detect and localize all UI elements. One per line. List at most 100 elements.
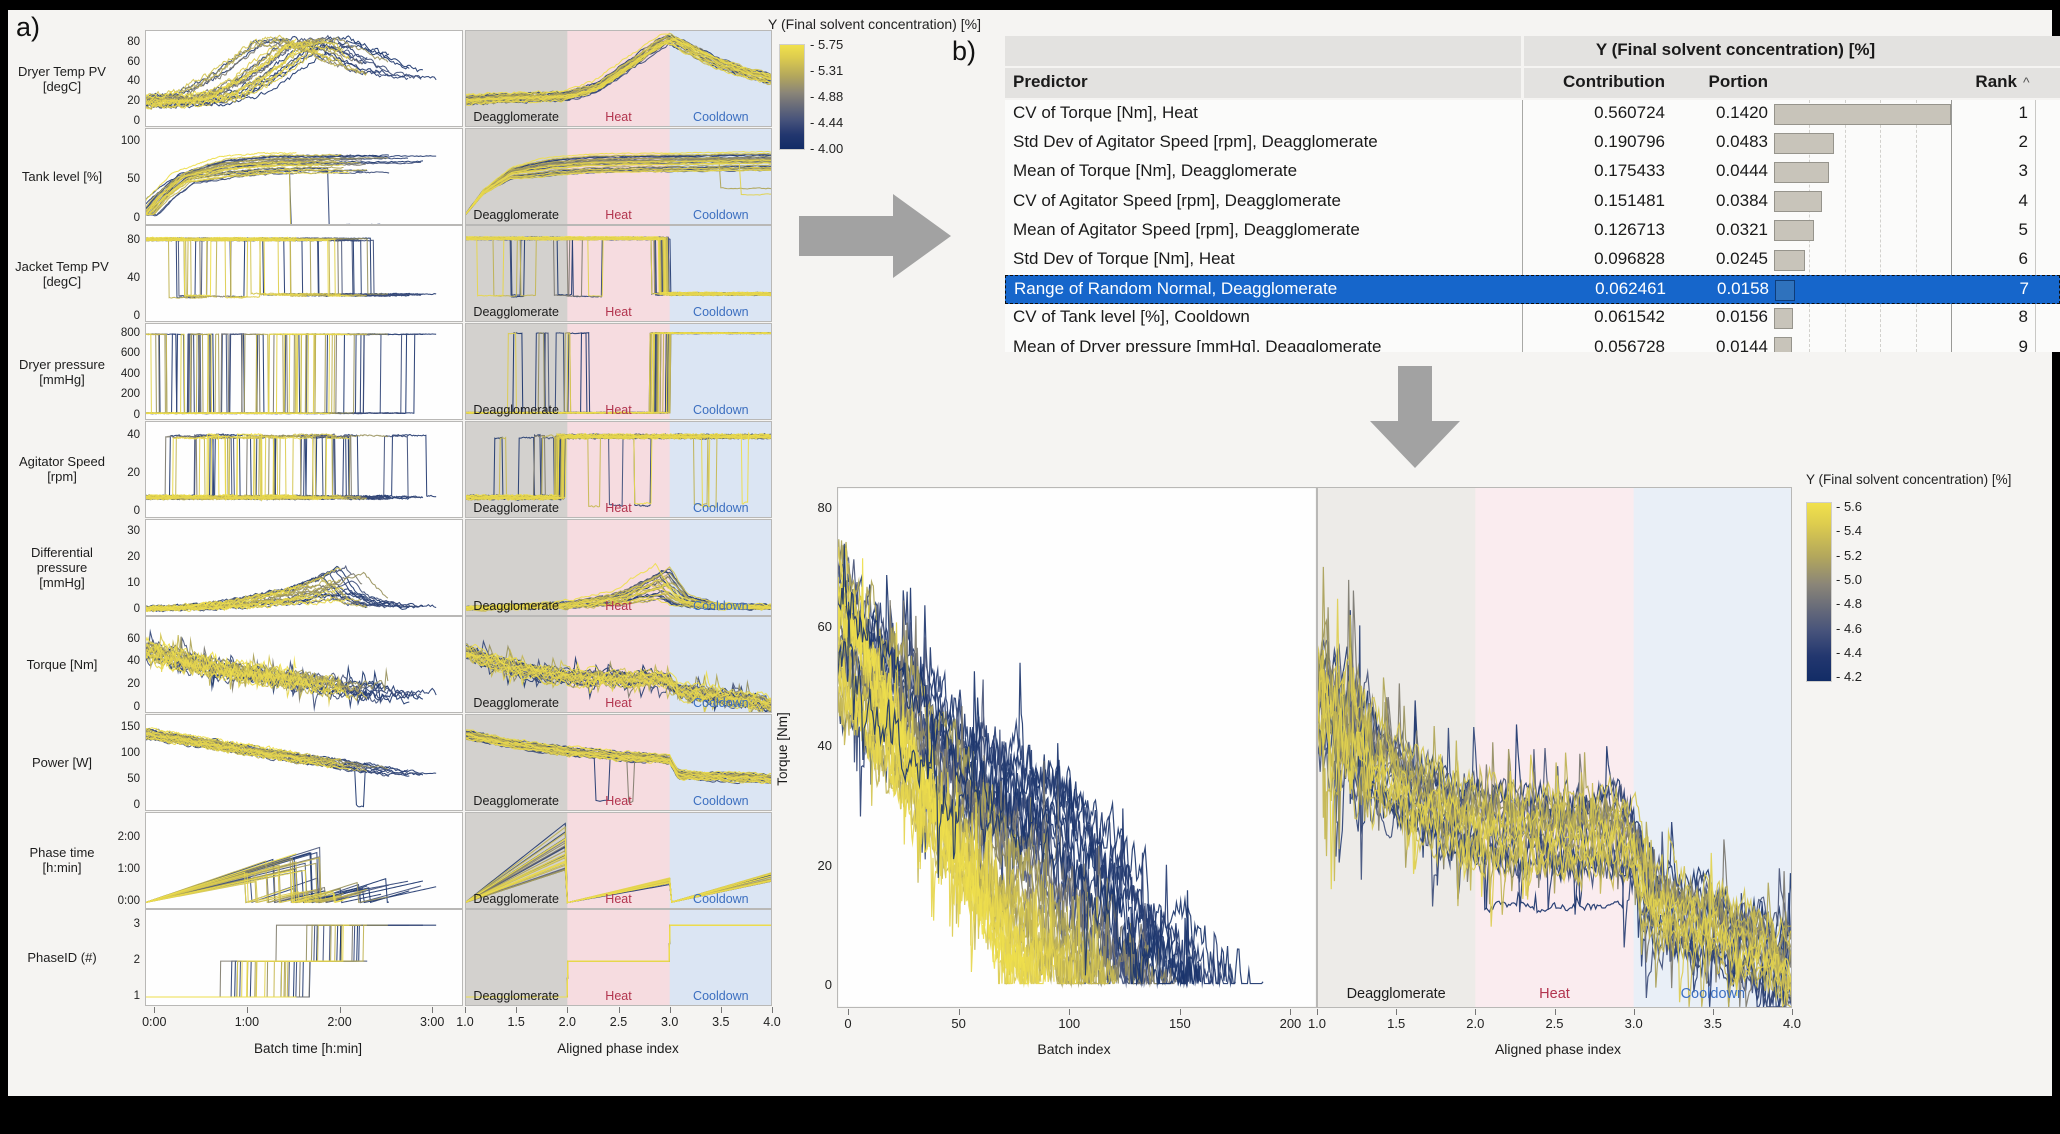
plot-a-left-row5[interactable] [145,518,463,616]
y-tick: 80 [127,234,140,247]
plot-a-left-row2[interactable] [145,225,463,323]
y-tick: 60 [127,55,140,68]
cell-predictor: Mean of Torque [Nm], Deagglomerate [1013,161,1298,181]
row-label-7: Power [W] [32,754,92,770]
plot-a-right-row9[interactable] [465,909,772,1007]
sort-caret-icon[interactable]: ^ [2023,74,2030,90]
c-y-tick: 80 [817,499,832,515]
plot-a-right-row1[interactable] [465,127,772,225]
y-tick: 20 [127,678,140,690]
y-tick: 200 [120,388,140,401]
portion-bar [1774,220,1814,242]
x-tickmark [567,1007,569,1013]
plot-a-right-row3[interactable] [465,323,772,421]
c-x-tickmark [1069,1009,1071,1015]
d-x-tick: 4.0 [1782,1016,1802,1031]
plot-a-right-row4[interactable] [465,420,772,518]
colorbar-a-tick: - 4.44 [810,115,844,130]
plot-a-left-row8[interactable] [145,811,463,909]
plot-a-left-row7[interactable] [145,713,463,811]
d-x-tick: 2.5 [1545,1016,1564,1031]
x-tick-aligned-phase: 2.0 [558,1015,577,1029]
y-tick: 50 [127,173,140,186]
cell-predictor: Std Dev of Agitator Speed [rpm], Deagglo… [1013,132,1378,152]
plot-a-left-row6[interactable] [145,616,463,714]
x-tickmark [669,1007,671,1013]
y-tick: 2:00 [117,831,140,844]
plot-a-right-row7[interactable] [465,713,772,811]
bar-gridline [1844,100,1846,352]
table-row-rank-6[interactable]: Std Dev of Torque [Nm], Heat 0.096828 0.02… [1005,246,2060,275]
table-row-rank-7[interactable]: Range of Random Normal, Deagglomerate 0.0… [1005,275,2060,305]
panel-a-batch-profiles: Dryer Temp PV [degC] 0 20 40 60 80 Tank level [… [8,10,788,1096]
plot-c-torque-vs-batch-index[interactable] [837,487,1317,1008]
table-row-rank-8[interactable]: CV of Tank level [%], Cooldown 0.061542 0.… [1005,304,2060,333]
d-x-tickmark [1792,1009,1793,1015]
x-tickmark [465,1007,466,1013]
plot-a-right-row8[interactable] [465,811,772,909]
plot-a-right-row2[interactable] [465,225,772,323]
table-body: CV of Torque [Nm], Heat 0.560724 0.1420 1 St… [1005,100,2060,352]
cell-predictor: Std Dev of Torque [Nm], Heat [1013,249,1235,268]
column-header-contribution[interactable]: Contribution [1563,72,1665,91]
colorbar-d-tick: - 5.0 [1836,571,1863,587]
row-label-3: Dryer pressure [mmHg] [19,356,105,387]
row-label-6: Torque [Nm] [26,657,98,673]
colorbar-a-tick: - 5.75 [810,37,844,52]
table-row-rank-9[interactable]: Mean of Dryer pressure [mmHg], Deagglome… [1005,334,2060,352]
y-tick: 150 [120,721,140,734]
c-x-tick: 50 [951,1016,966,1031]
plot-a-right-row6[interactable] [465,616,772,714]
bar-gridline [1880,100,1882,352]
y-tick: 0 [133,115,140,128]
predictor-contribution-table[interactable]: Y (Final solvent concentration) [%] Pred… [1005,36,2060,352]
plot-a-left-row4[interactable] [145,420,463,518]
y-tick: 0 [133,799,140,812]
header-separator [1521,36,1524,66]
x-tick-aligned-phase: 1.5 [507,1015,525,1029]
table-row-rank-1[interactable]: CV of Torque [Nm], Heat 0.560724 0.1420 1 [1005,100,2060,129]
cell-portion: 0.0158 [1717,279,1769,299]
x-tickmark [246,1007,248,1013]
table-row-rank-2[interactable]: Std Dev of Agitator Speed [rpm], Deagglo… [1005,129,2060,158]
y-tick: 30 [127,524,140,537]
table-row-rank-4[interactable]: CV of Agitator Speed [rpm], Deagglomerat… [1005,188,2060,217]
y-tick: 40 [127,655,140,668]
table-row-rank-5[interactable]: Mean of Agitator Speed [rpm], Deagglomer… [1005,217,2060,246]
plot-a-left-row1[interactable] [145,127,463,225]
x-tick-batch-time: 2:00 [327,1015,352,1029]
plot-a-right-row0[interactable] [465,30,772,127]
x-tickmark [772,1007,773,1013]
column-header-portion[interactable]: Portion [1708,72,1769,91]
cell-predictor: CV of Tank level [%], Cooldown [1013,307,1250,327]
plot-a-left-row3[interactable] [145,323,463,421]
cell-portion: 0.0384 [1716,190,1768,210]
d-phase-label-cooldown: Cooldown [1680,986,1746,1002]
c-x-tickmark [1290,1009,1292,1015]
cell-rank: 8 [2018,307,2028,327]
plot-d-torque-vs-aligned-phase[interactable] [1317,487,1792,1008]
x-tick-aligned-phase: 3.0 [660,1015,679,1029]
portion-bar [1774,103,1951,125]
d-x-tickmark [1396,1009,1398,1015]
colorbar-d-tick: - 5.6 [1836,499,1863,514]
x-tick-batch-time: 3:00 [419,1015,445,1029]
column-header-rank[interactable]: Rank [1975,72,2017,91]
table-row-rank-3[interactable]: Mean of Torque [Nm], Deagglomerate 0.1754… [1005,158,2060,187]
x-tickmark [154,1007,156,1013]
column-header-predictor[interactable]: Predictor [1013,72,1088,91]
c-y-tick: 0 [824,976,832,992]
plot-a-right-row5[interactable] [465,518,772,616]
c-y-tick: 40 [817,738,832,754]
cell-contribution: 0.175433 [1594,161,1665,181]
plot-a-left-row0[interactable] [145,30,463,127]
cell-contribution: 0.190796 [1594,132,1665,152]
plot-a-left-row9[interactable] [145,909,463,1007]
c-x-tickmark [1179,1009,1181,1015]
portion-bar [1774,249,1805,271]
y-tick: 2 [133,954,140,967]
c-x-tick: 200 [1279,1016,1302,1031]
row-label-0: Dryer Temp PV [degC] [18,63,106,94]
y-tick: 0:00 [117,895,140,908]
x-tick-aligned-phase: 3.5 [712,1015,730,1029]
